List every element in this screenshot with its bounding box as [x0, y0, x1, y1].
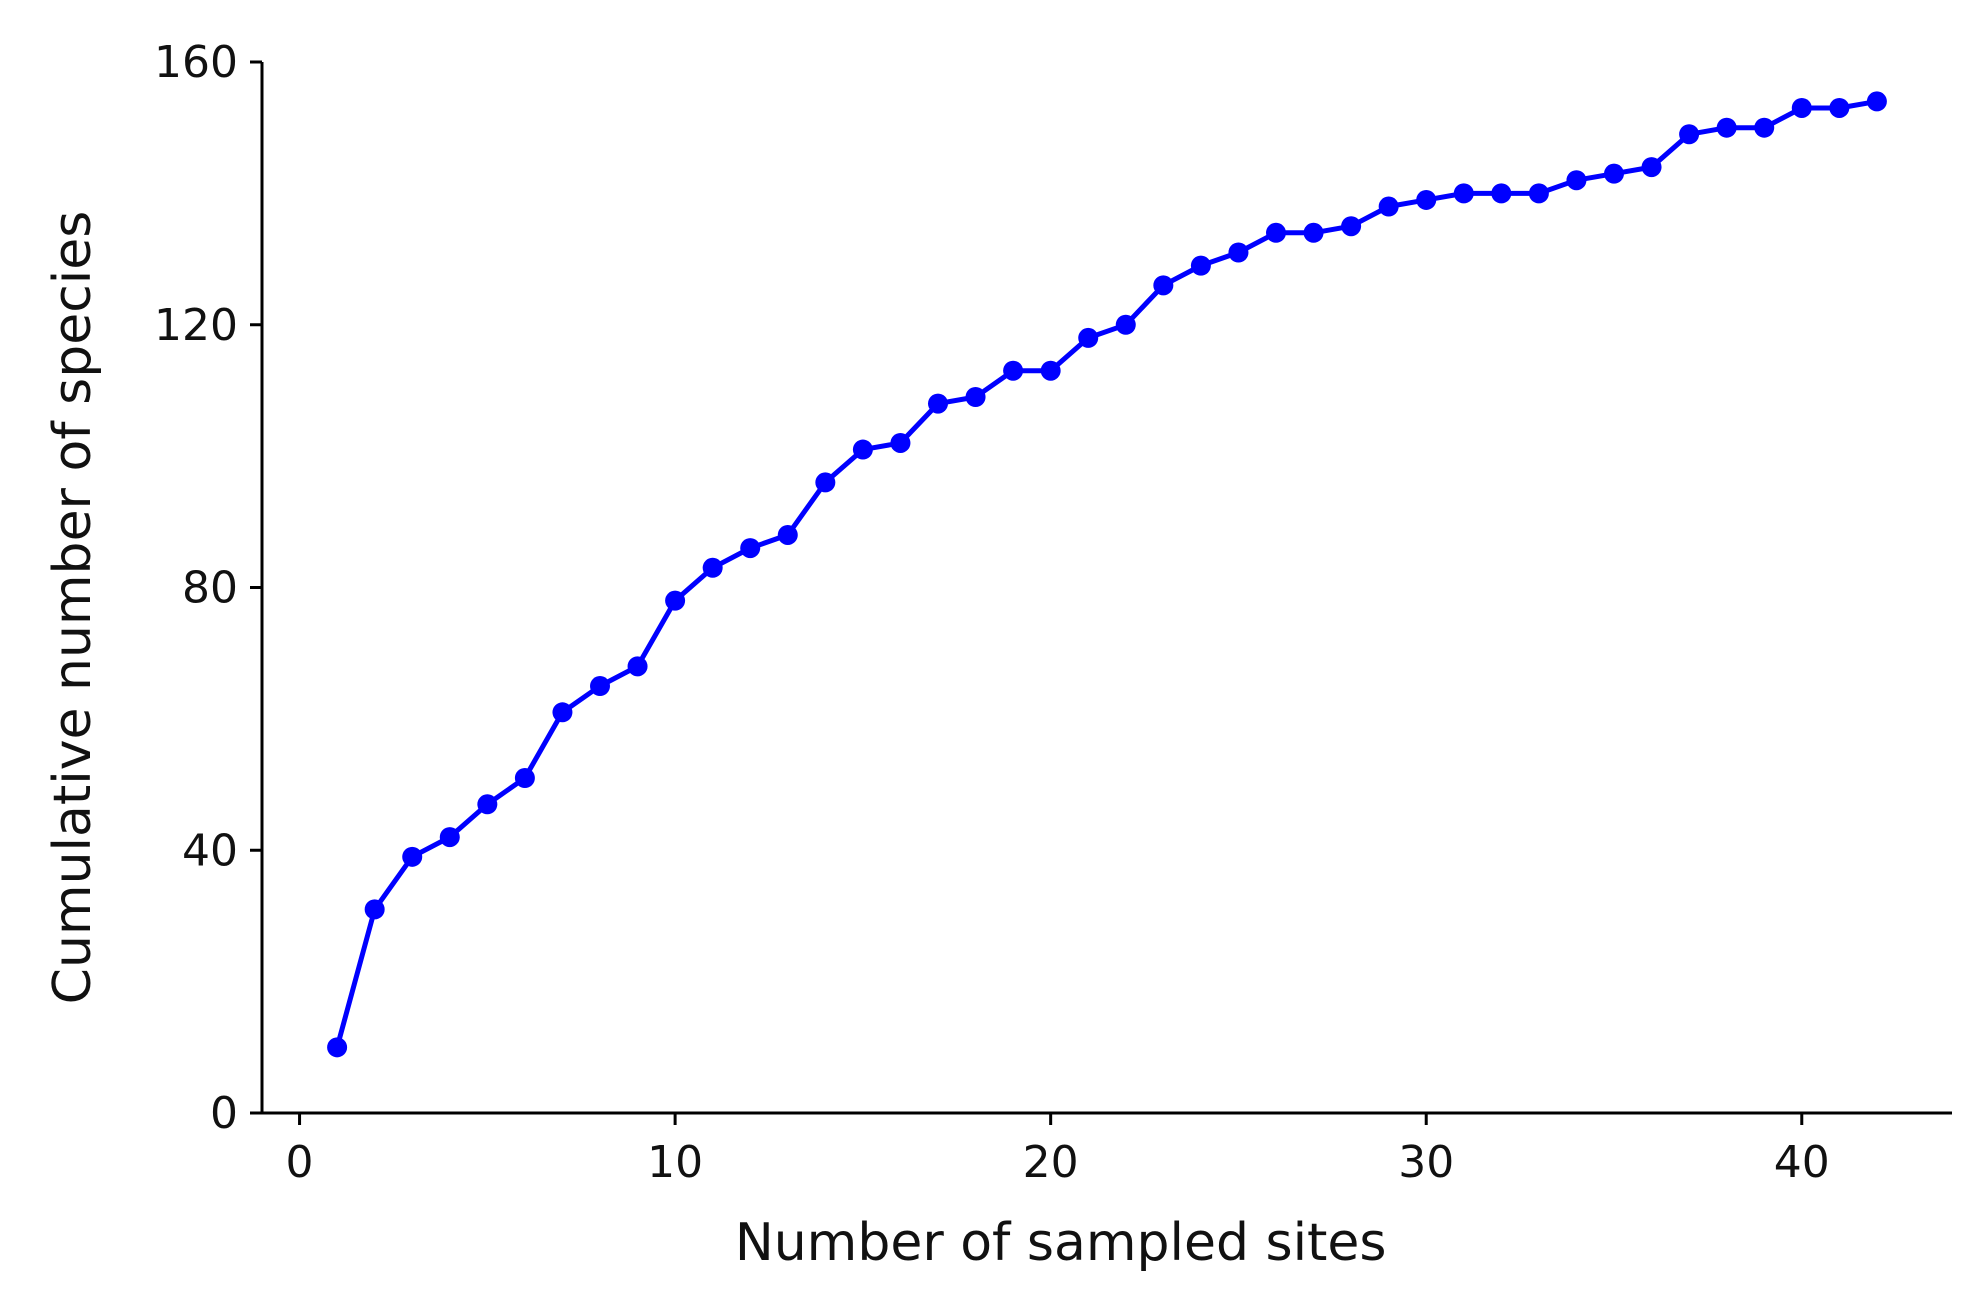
data-point — [665, 590, 686, 611]
data-point — [1228, 242, 1249, 263]
data-point — [627, 656, 648, 677]
data-point — [1190, 255, 1211, 276]
x-tick-group: 0 10 20 30 40 — [286, 1113, 1830, 1188]
data-point — [1866, 91, 1887, 112]
data-point — [402, 846, 423, 867]
data-point — [1491, 183, 1512, 204]
data-point — [1078, 327, 1099, 348]
data-point — [928, 393, 948, 414]
data-point — [1604, 163, 1624, 184]
data-point — [552, 702, 573, 723]
series-group — [327, 91, 1887, 1058]
data-point — [1829, 97, 1850, 118]
data-point — [1153, 275, 1174, 296]
x-tick-label: 10 — [647, 1137, 703, 1188]
data-point — [1791, 97, 1812, 118]
x-tick-label: 20 — [1023, 1137, 1079, 1188]
x-tick-label: 40 — [1774, 1137, 1830, 1188]
data-point — [364, 899, 385, 920]
data-point — [514, 767, 535, 788]
x-tick-label: 30 — [1398, 1137, 1454, 1188]
y-tick-label: 120 — [154, 300, 238, 351]
data-point — [890, 432, 911, 453]
data-point — [1754, 117, 1775, 138]
data-point — [327, 1037, 348, 1058]
data-point — [702, 557, 723, 578]
data-point — [1003, 360, 1024, 381]
y-axis-title: Cumulative number of species — [43, 211, 103, 1005]
y-axis: 0 40 80 120 160 — [154, 37, 264, 1139]
data-point — [590, 676, 610, 697]
data-point — [1115, 314, 1136, 335]
y-tick-group: 0 40 80 120 160 — [154, 37, 262, 1139]
series-line — [334, 98, 1880, 1050]
x-tick-label: 0 — [286, 1137, 314, 1188]
data-point — [1341, 216, 1362, 237]
y-tick-label: 80 — [182, 563, 238, 614]
data-point — [1641, 157, 1662, 178]
data-point — [777, 524, 798, 545]
data-point — [852, 439, 873, 460]
data-point — [1303, 222, 1324, 243]
y-tick-label: 0 — [210, 1088, 238, 1139]
data-point — [1453, 183, 1474, 204]
y-tick-label: 160 — [154, 37, 238, 88]
data-point — [1266, 222, 1286, 243]
data-point — [1679, 124, 1700, 145]
data-point — [1528, 183, 1549, 204]
data-point — [815, 472, 836, 493]
data-point — [439, 827, 460, 848]
data-point — [1378, 196, 1399, 217]
data-point — [740, 538, 761, 559]
data-point — [1716, 117, 1737, 138]
x-axis-title: Number of sampled sites — [735, 1213, 1387, 1273]
data-point — [1040, 360, 1061, 381]
x-axis: 0 10 20 30 40 — [262, 1111, 1952, 1188]
data-point — [477, 794, 498, 815]
data-point — [1416, 189, 1437, 210]
data-point — [965, 387, 986, 408]
y-tick-label: 40 — [182, 825, 238, 876]
data-point — [1566, 170, 1587, 191]
